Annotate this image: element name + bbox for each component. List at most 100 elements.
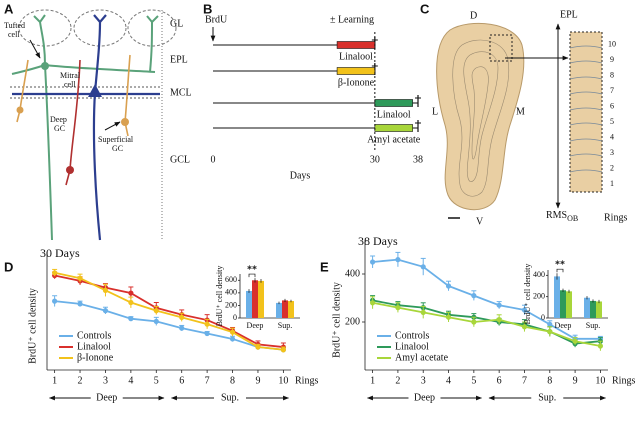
point [179,314,185,320]
ring-number: 3 [610,148,614,157]
point [547,321,553,327]
point [77,301,83,307]
x-tick-label: 10 [595,375,605,386]
point [547,329,553,335]
panel-label: E [320,259,329,274]
x-tick-label: 9 [255,375,260,386]
y-tick-label: 200 [225,300,237,309]
cell-label: GC [112,144,123,153]
region-label-bg [214,392,246,404]
point [128,290,134,296]
ring-number: 9 [610,55,614,64]
x-tick-label: Sup. [586,321,600,330]
point [229,329,236,335]
point [420,309,426,315]
legend-label: Linalool [395,341,429,352]
chart-title: 38 Days [358,234,398,248]
significance-bracket [248,273,256,278]
significance-bracket [556,268,564,273]
ring-number: 5 [610,117,614,126]
bar [560,290,566,318]
x-tick-label: 5 [154,375,159,386]
region-label-bg [531,392,564,404]
orientation-label: V [476,216,484,227]
bar [584,297,590,318]
bar [566,291,572,318]
point [445,314,452,320]
brdu-label: BrdU [205,14,228,25]
point [102,287,109,293]
ring-number: 6 [610,101,614,110]
bar [554,276,560,318]
x-tick-label: 2 [395,375,400,386]
legend-label: Controls [395,330,430,341]
x-tick-label: 0 [211,154,216,165]
y-tick-label: 0 [233,313,237,322]
point [52,298,58,304]
panel-label: C [420,1,430,16]
region-label: Deep [96,392,117,403]
significance: ** [555,259,565,270]
x-tick-label: 4 [128,375,133,386]
odor-bar [336,41,376,49]
point [369,300,376,306]
rms-label: RMSOB [546,210,578,223]
point [128,299,134,306]
series-line [372,299,601,345]
legend-label: Controls [77,330,112,341]
series-line [54,300,284,351]
ring-number: 8 [610,70,614,79]
rms-text: RMS [546,210,567,221]
cell-label: Deep [50,115,67,124]
panel-label: B [203,1,212,16]
point [471,293,477,299]
x-tick-label: Deep [555,321,572,330]
cell-label: Superficial [98,135,134,144]
rings-label: Rings [604,212,627,223]
orientation-label: L [432,106,438,117]
odor-bar [336,67,376,75]
x-tick-label: 6 [179,375,184,386]
x-axis-label: Rings [612,375,635,386]
y-axis-label: BrdU⁺ cell density [331,282,342,358]
point [255,344,261,350]
point [204,321,210,327]
x-tick-label: 1 [370,375,375,386]
bar [276,302,282,318]
orientation-label: M [516,106,525,117]
bar [258,280,264,318]
y-tick-label: 200 [345,316,360,327]
x-tick-label: 30 [370,154,380,165]
region-label: Sup. [221,392,239,403]
point [153,308,159,314]
point [280,347,286,353]
orientation-label: D [470,10,477,21]
point [52,270,58,276]
point [420,264,426,270]
layer-label: MCL [170,87,192,98]
odor-label: Linalool [377,109,411,120]
x-tick-label: 38 [413,154,423,165]
point [521,307,528,313]
y-tick-label: 0 [541,313,545,322]
odor-label: Amyl acetate [367,134,421,145]
cell-label: GC [54,124,65,133]
x-tick-label: Deep [247,321,264,330]
point [369,259,376,265]
y-axis-label: BrdU⁺ cell density [215,266,224,327]
neuron-diagram [10,9,177,241]
y-tick-label: 600 [225,275,237,284]
point [395,305,401,311]
chart-title: 30 Days [40,246,80,260]
point [395,257,401,263]
point [153,318,159,324]
ring-number: 7 [610,86,614,95]
point [179,325,185,331]
bulb-section [436,22,603,219]
point [597,343,604,349]
point [77,275,83,281]
point [102,308,109,314]
days-label: Days [290,170,311,181]
region-label: Deep [414,392,435,403]
